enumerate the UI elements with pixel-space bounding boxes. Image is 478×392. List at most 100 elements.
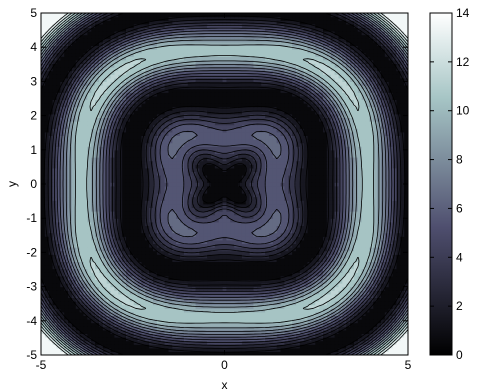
contour-cell bbox=[265, 203, 270, 208]
contour-cell bbox=[346, 221, 351, 226]
contour-cell bbox=[71, 250, 77, 255]
contour-cell bbox=[210, 279, 216, 284]
contour-cell bbox=[338, 351, 343, 355]
contour-cell bbox=[257, 196, 262, 201]
contour-cell bbox=[257, 265, 262, 270]
contour-cell bbox=[207, 333, 212, 338]
contour-cell bbox=[199, 340, 204, 345]
contour-cell bbox=[187, 257, 193, 262]
contour-cell bbox=[299, 293, 305, 298]
contour-cell bbox=[346, 272, 351, 277]
contour-cell bbox=[272, 247, 278, 252]
contour-cell bbox=[222, 207, 228, 212]
contour-cell bbox=[292, 290, 297, 295]
contour-cell bbox=[141, 207, 146, 212]
contour-cell bbox=[79, 196, 85, 201]
contour-cell bbox=[137, 272, 143, 277]
contour-fills bbox=[41, 13, 408, 355]
contour-cell bbox=[149, 308, 154, 313]
contour-cell bbox=[218, 247, 224, 252]
contour-cell bbox=[137, 211, 143, 216]
contour-cell bbox=[48, 218, 54, 223]
contour-cell bbox=[214, 308, 220, 313]
contour-cell bbox=[234, 297, 239, 302]
contour-cell bbox=[110, 232, 115, 237]
contour-cell bbox=[183, 239, 189, 244]
contour-cell bbox=[60, 351, 65, 355]
contour-cell bbox=[234, 337, 239, 342]
contour-cell bbox=[295, 182, 301, 187]
contour-cell bbox=[203, 319, 208, 324]
contour-cell bbox=[60, 301, 65, 306]
contour-cell bbox=[257, 182, 262, 187]
contour-cell bbox=[295, 254, 301, 259]
contour-cell bbox=[315, 311, 320, 316]
contour-cell bbox=[253, 351, 258, 355]
contour-cell bbox=[400, 351, 405, 355]
contour-cell bbox=[41, 218, 46, 223]
contour-cell bbox=[295, 193, 301, 198]
contour-cell bbox=[83, 182, 88, 187]
contour-cell bbox=[60, 254, 65, 259]
contour-cell bbox=[396, 175, 401, 180]
contour-cell bbox=[149, 250, 154, 255]
contour-cell bbox=[384, 185, 390, 190]
contour-cell bbox=[284, 308, 289, 313]
contour-cell bbox=[338, 182, 343, 187]
contour-cell bbox=[129, 301, 135, 306]
contour-cell bbox=[149, 279, 154, 284]
contour-cell bbox=[71, 319, 77, 324]
contour-cell bbox=[272, 283, 278, 288]
contour-cell bbox=[245, 178, 251, 183]
contour-cell bbox=[245, 225, 251, 230]
contour-cell bbox=[153, 304, 158, 309]
contour-cell bbox=[153, 322, 158, 327]
contour-cell bbox=[234, 311, 239, 316]
contour-cell bbox=[280, 326, 285, 331]
contour-cell bbox=[292, 189, 297, 194]
contour-cell bbox=[392, 239, 398, 244]
contour-cell bbox=[98, 182, 104, 187]
contour-cell bbox=[295, 322, 301, 327]
contour-cell bbox=[79, 297, 85, 302]
contour-cell bbox=[207, 337, 212, 342]
contour-cell bbox=[91, 283, 96, 288]
contour-cell bbox=[48, 301, 54, 306]
contour-cell bbox=[71, 200, 77, 205]
contour-cell bbox=[261, 185, 266, 190]
contour-cell bbox=[195, 268, 200, 273]
contour-cell bbox=[141, 175, 146, 180]
contour-cell bbox=[141, 182, 146, 187]
contour-cell bbox=[230, 214, 235, 219]
contour-cell bbox=[145, 286, 150, 291]
contour-cell bbox=[156, 275, 162, 280]
contour-cell bbox=[102, 257, 108, 262]
contour-cell bbox=[330, 311, 336, 316]
contour-cell bbox=[357, 232, 363, 237]
contour-cell bbox=[226, 178, 231, 183]
contour-cell bbox=[110, 243, 115, 248]
contour-cell bbox=[187, 268, 193, 273]
contour-cell bbox=[160, 239, 166, 244]
contour-cell bbox=[195, 247, 200, 252]
contour-cell bbox=[207, 254, 212, 259]
contour-cell bbox=[315, 351, 320, 355]
contour-cell bbox=[129, 265, 135, 270]
contour-cell bbox=[110, 326, 115, 331]
contour-cell bbox=[91, 189, 96, 194]
contour-cell bbox=[342, 178, 347, 183]
contour-cell bbox=[168, 329, 173, 334]
contour-cell bbox=[183, 326, 189, 331]
contour-cell bbox=[373, 261, 378, 266]
contour-cell bbox=[214, 185, 220, 190]
contour-cell bbox=[210, 333, 216, 338]
contour-cell bbox=[118, 229, 123, 234]
contour-cell bbox=[265, 225, 270, 230]
contour-cell bbox=[241, 225, 247, 230]
contour-cell bbox=[64, 337, 69, 342]
contour-cell bbox=[180, 347, 185, 352]
contour-cell bbox=[172, 272, 177, 277]
contour-cell bbox=[141, 189, 146, 194]
contour-cell bbox=[238, 319, 243, 324]
contour-cell bbox=[338, 347, 343, 352]
